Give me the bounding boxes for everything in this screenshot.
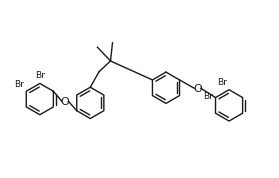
Text: Br: Br xyxy=(217,78,227,87)
Text: O: O xyxy=(193,84,202,94)
Text: Br: Br xyxy=(35,71,45,80)
Text: Br: Br xyxy=(203,92,213,101)
Text: O: O xyxy=(61,97,69,107)
Text: Br: Br xyxy=(15,80,24,89)
